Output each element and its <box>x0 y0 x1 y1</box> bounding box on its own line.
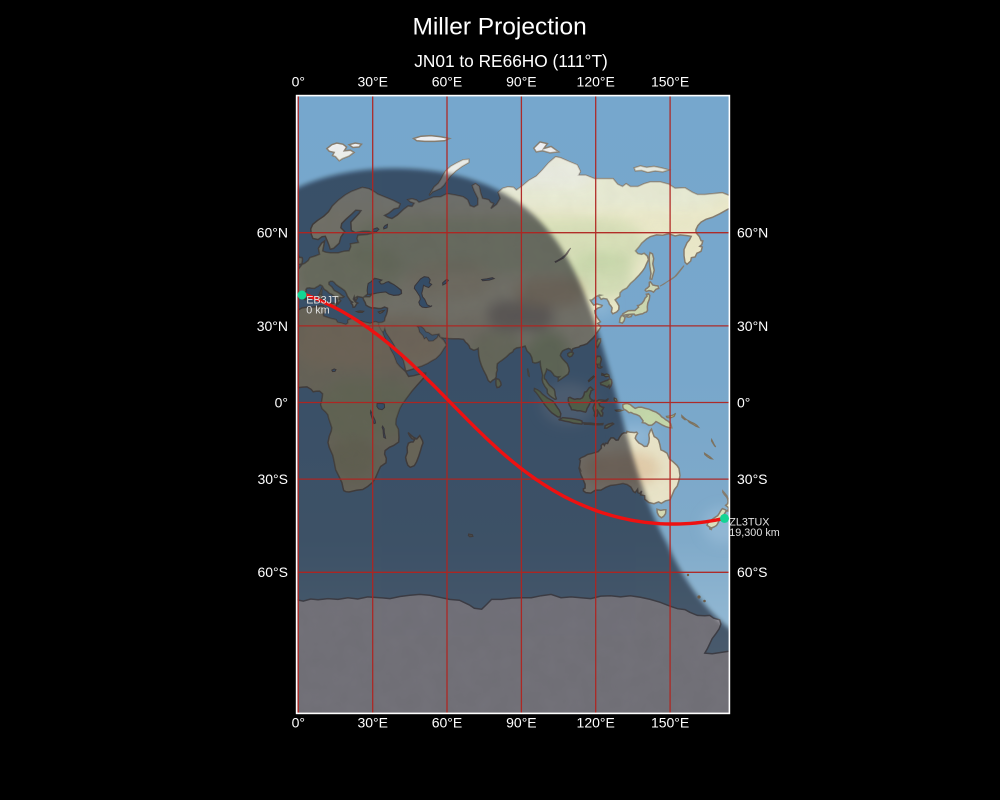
svg-text:30°N: 30°N <box>257 318 288 334</box>
svg-text:60°E: 60°E <box>432 74 463 90</box>
svg-text:Miller Projection: Miller Projection <box>412 13 586 40</box>
svg-text:0°: 0° <box>292 715 305 731</box>
svg-text:150°E: 150°E <box>651 715 689 731</box>
svg-text:0°: 0° <box>292 74 305 90</box>
svg-text:0°: 0° <box>275 394 288 410</box>
svg-text:30°S: 30°S <box>257 471 288 487</box>
svg-text:60°N: 60°N <box>737 225 768 241</box>
svg-text:0°: 0° <box>737 394 750 410</box>
svg-text:0 km: 0 km <box>306 305 329 317</box>
svg-text:60°S: 60°S <box>257 564 288 580</box>
svg-text:EB3JT: EB3JT <box>306 294 339 306</box>
svg-text:30°S: 30°S <box>737 471 768 487</box>
svg-text:19,300 km: 19,300 km <box>729 527 779 539</box>
svg-text:30°N: 30°N <box>737 318 768 334</box>
svg-text:60°S: 60°S <box>737 564 768 580</box>
svg-text:120°E: 120°E <box>577 715 615 731</box>
svg-text:90°E: 90°E <box>506 74 537 90</box>
svg-text:60°N: 60°N <box>257 225 288 241</box>
svg-text:90°E: 90°E <box>506 715 537 731</box>
svg-text:30°E: 30°E <box>357 715 388 731</box>
svg-text:30°E: 30°E <box>357 74 388 90</box>
svg-text:60°E: 60°E <box>432 715 463 731</box>
svg-text:JN01 to RE66HO (111°T): JN01 to RE66HO (111°T) <box>414 51 608 71</box>
svg-text:ZL3TUX: ZL3TUX <box>729 517 769 529</box>
svg-text:150°E: 150°E <box>651 74 689 90</box>
svg-text:120°E: 120°E <box>577 74 615 90</box>
